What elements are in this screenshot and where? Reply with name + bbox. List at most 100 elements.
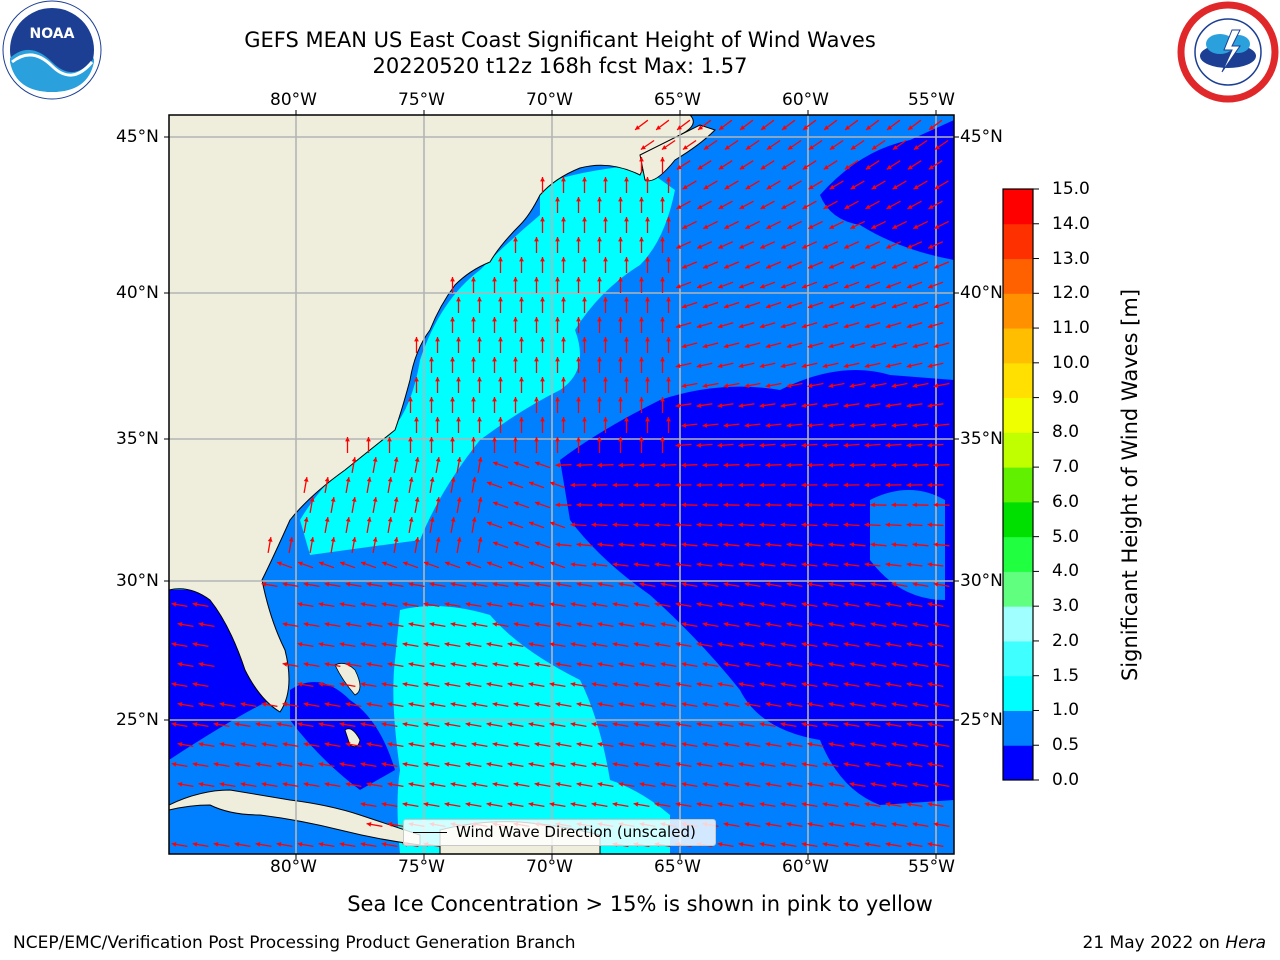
wind-wave-vector-head (843, 642, 849, 647)
colorbar-cell (1003, 189, 1033, 225)
wind-wave-vector-head (807, 383, 813, 388)
wind-wave-vector-head (759, 562, 765, 567)
colorbar-cell (1003, 397, 1033, 433)
wind-wave-vector-head (282, 782, 288, 787)
wind-wave-vector-head (549, 722, 555, 727)
wind-wave-vector-head (177, 702, 183, 707)
wind-wave-vector-head (696, 482, 701, 488)
wind-wave-vector-head (639, 317, 644, 322)
wind-wave-vector-head (513, 317, 518, 322)
wind-wave-vector-head (807, 662, 813, 667)
wind-wave-vector-head (633, 602, 639, 607)
wind-wave-vector-head (928, 164, 934, 170)
wind-wave-vector-head (444, 642, 450, 647)
wind-wave-vector-head (828, 582, 834, 587)
wind-wave-vector-head (780, 323, 786, 329)
wind-wave-vector-head (618, 357, 623, 362)
wind-wave-vector-head (514, 501, 519, 506)
wind-wave-vector-head (891, 383, 897, 388)
colorbar-tick-label: 3.0 (1052, 596, 1080, 617)
wind-wave-vector-head (765, 742, 771, 747)
wind-wave-vector-head (696, 762, 702, 767)
wind-wave-vector-head (466, 561, 471, 566)
wind-wave-vector-head (618, 462, 623, 468)
wind-wave-vector-head (654, 602, 660, 607)
wind-wave-vector-head (177, 782, 183, 787)
wind-wave-vector-head (913, 264, 919, 269)
wind-wave-vector-head (844, 204, 850, 209)
wind-wave-vector-head (423, 802, 429, 807)
wind-wave-vector-head (549, 642, 555, 647)
wind-wave-vector-head (508, 521, 513, 526)
wind-wave-vector-head (486, 602, 492, 607)
wind-wave-vector-head (807, 542, 813, 547)
wind-wave-vector-head (513, 622, 519, 627)
wind-wave-vector-head (781, 164, 787, 170)
wind-wave-vector-head (444, 602, 450, 607)
wind-wave-vector-head (477, 497, 483, 502)
wind-wave-vector-head (639, 622, 645, 627)
wind-wave-vector-head (492, 702, 498, 707)
wind-wave-vector-head (445, 561, 450, 566)
wind-wave-vector-head (360, 762, 366, 767)
wind-wave-vector-head (843, 602, 849, 607)
sea-ice-note: Sea Ice Concentration > 15% is shown in … (347, 892, 933, 916)
wind-wave-vector-head (870, 622, 876, 627)
wind-wave-vector-head (843, 482, 848, 488)
wind-wave-vector-head (802, 204, 808, 209)
wind-wave-vector-head (738, 682, 744, 687)
wind-wave-vector-head (576, 237, 581, 242)
wind-wave-vector-head (801, 323, 807, 329)
wind-wave-vector-head (675, 722, 681, 727)
wind-wave-vector-head (908, 125, 913, 130)
legend-line-icon (413, 832, 447, 833)
wind-wave-vector-head (444, 762, 450, 767)
wind-wave-vector-head (639, 702, 645, 707)
wind-wave-vector-head (891, 423, 897, 428)
wind-wave-vector-head (886, 204, 892, 209)
wind-wave-vector-head (718, 164, 724, 170)
wind-wave-vector-head (891, 742, 897, 747)
wind-wave-vector-head (519, 297, 524, 302)
wind-wave-vector-head (666, 417, 671, 422)
wind-wave-vector-head (871, 264, 877, 269)
wind-wave-vector-head (492, 782, 498, 787)
wind-wave-vector-head (597, 277, 602, 282)
wind-wave-vector-head (366, 437, 371, 442)
wind-wave-vector-head (682, 184, 688, 190)
wind-wave-vector-head (591, 762, 597, 767)
wind-wave-vector-head (177, 742, 183, 747)
wind-wave-vector-head (529, 561, 534, 566)
wind-wave-vector-head (318, 762, 324, 767)
wind-wave-vector-head (660, 502, 665, 508)
wind-wave-vector-head (676, 204, 682, 209)
wind-wave-vector-head (822, 842, 828, 847)
wind-wave-vector-head (171, 842, 177, 847)
wind-wave-vector-head (597, 662, 603, 667)
wind-wave-vector-head (801, 682, 807, 687)
wind-wave-vector-head (801, 403, 807, 408)
wind-wave-vector-head (718, 284, 723, 289)
wind-wave-vector-head (786, 782, 792, 787)
wind-wave-vector-head (612, 602, 618, 607)
wind-wave-vector-head (703, 145, 709, 150)
wind-wave-vector-head (618, 317, 623, 322)
wind-wave-vector-head (660, 622, 666, 627)
wind-wave-vector-head (807, 742, 813, 747)
wind-wave-vector-head (912, 622, 918, 627)
wind-wave-vector-head (198, 782, 204, 787)
wind-wave-vector-head (387, 437, 392, 442)
wind-wave-vector-head (870, 462, 875, 468)
wind-wave-vector-head (633, 682, 639, 687)
wind-wave-vector-head (492, 397, 497, 402)
wind-wave-vector-head (927, 642, 933, 647)
wind-wave-vector-head (913, 224, 919, 229)
wind-wave-vector-head (843, 522, 848, 528)
wind-wave-vector-head (849, 662, 855, 667)
wind-wave-vector-head (828, 343, 834, 349)
wind-wave-vector-head (870, 383, 876, 388)
wind-wave-vector-head (885, 722, 891, 727)
wind-wave-vector-head (624, 217, 629, 222)
lon-label-bottom: 65°W (654, 857, 701, 877)
wind-wave-vector-head (639, 662, 645, 667)
